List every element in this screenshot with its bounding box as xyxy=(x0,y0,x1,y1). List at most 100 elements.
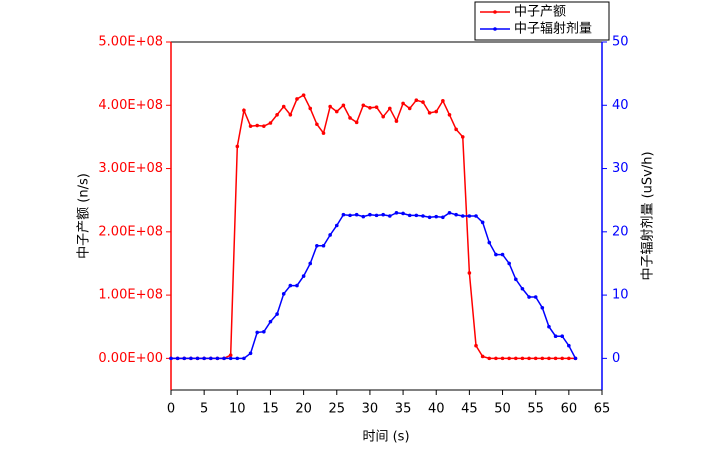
data-point xyxy=(421,214,425,218)
data-point xyxy=(341,212,346,217)
y2-axis-label: 中子辐射剂量 (uSv/h) xyxy=(640,151,656,280)
data-point xyxy=(533,356,538,361)
data-point xyxy=(262,124,266,128)
data-point xyxy=(447,211,452,215)
x-tick-label: 15 xyxy=(262,402,279,417)
data-point xyxy=(494,356,498,361)
data-point xyxy=(553,356,558,361)
data-point xyxy=(454,212,458,217)
data-point xyxy=(514,277,518,282)
data-point xyxy=(381,212,385,217)
data-point xyxy=(507,261,511,266)
y2-tick-label: 20 xyxy=(612,224,629,239)
data-point xyxy=(275,312,279,316)
data-point xyxy=(407,106,412,111)
data-point xyxy=(248,124,253,128)
data-point xyxy=(480,220,485,225)
y-tick-label: 3.00E+08 xyxy=(98,161,163,176)
data-point xyxy=(434,109,439,114)
data-point xyxy=(315,122,319,127)
data-point xyxy=(407,213,412,218)
data-point xyxy=(467,271,472,275)
x-tick-label: 10 xyxy=(229,402,246,417)
data-point xyxy=(368,106,372,110)
data-point xyxy=(315,243,319,248)
y-tick-label: 1.00E+08 xyxy=(98,288,163,303)
legend-label: 中子产额 xyxy=(514,5,566,20)
data-point xyxy=(500,252,505,257)
data-point xyxy=(527,356,531,361)
legend-marker xyxy=(493,10,497,14)
data-point xyxy=(394,211,399,215)
data-point xyxy=(553,334,558,339)
data-point xyxy=(195,356,200,361)
data-point xyxy=(567,343,571,348)
data-point xyxy=(514,356,518,361)
data-point xyxy=(235,356,240,361)
data-point xyxy=(222,356,226,361)
data-point xyxy=(520,356,525,361)
data-point xyxy=(507,356,511,361)
data-point xyxy=(361,103,366,108)
data-point xyxy=(215,356,220,361)
x-tick-label: 30 xyxy=(362,402,379,417)
data-point xyxy=(262,329,266,334)
data-point xyxy=(255,330,259,335)
data-point xyxy=(182,356,187,361)
data-point xyxy=(242,356,246,361)
data-point xyxy=(275,112,279,117)
data-point xyxy=(414,213,419,218)
data-point xyxy=(281,104,286,109)
data-point xyxy=(295,283,299,288)
x-tick-label: 40 xyxy=(428,402,445,417)
data-point xyxy=(567,356,571,361)
data-point xyxy=(321,131,326,135)
data-point xyxy=(255,123,259,128)
data-point xyxy=(235,144,240,149)
data-point xyxy=(527,295,531,299)
x-tick-label: 20 xyxy=(295,402,312,417)
x-axis-label: 时间 (s) xyxy=(362,430,409,445)
data-point xyxy=(388,214,392,218)
data-point xyxy=(414,98,419,103)
data-point xyxy=(434,214,439,219)
y2-tick-label: 30 xyxy=(612,161,629,176)
data-point xyxy=(460,214,465,218)
data-point xyxy=(281,292,286,296)
y-tick-label: 5.00E+08 xyxy=(98,35,163,50)
data-point xyxy=(175,356,180,361)
legend-marker xyxy=(493,27,497,31)
data-point xyxy=(348,213,352,218)
data-point xyxy=(540,356,545,361)
data-point xyxy=(560,334,565,339)
data-point xyxy=(288,283,293,288)
y2-tick-label: 40 xyxy=(612,98,629,113)
data-point xyxy=(189,356,193,361)
data-point xyxy=(474,343,478,348)
y-axis-label: 中子产额 (n/s) xyxy=(77,173,92,259)
data-point xyxy=(401,211,405,216)
data-point xyxy=(321,243,326,248)
data-point xyxy=(480,354,485,359)
data-point xyxy=(427,215,432,220)
data-point xyxy=(421,100,425,104)
data-point xyxy=(295,97,299,101)
data-point xyxy=(560,356,565,361)
data-point xyxy=(487,356,492,361)
data-point xyxy=(169,356,173,361)
data-point xyxy=(547,324,551,329)
x-tick-label: 65 xyxy=(594,402,611,417)
data-point xyxy=(520,286,525,291)
data-point xyxy=(228,356,233,361)
data-point xyxy=(533,295,538,299)
data-point xyxy=(467,214,472,218)
data-point xyxy=(361,214,366,219)
y2-tick-label: 10 xyxy=(612,288,629,303)
data-point xyxy=(334,109,339,114)
x-tick-label: 5 xyxy=(200,402,208,417)
data-point xyxy=(441,215,445,220)
data-point xyxy=(500,356,505,361)
data-point xyxy=(427,111,432,115)
x-tick-label: 45 xyxy=(461,402,478,417)
